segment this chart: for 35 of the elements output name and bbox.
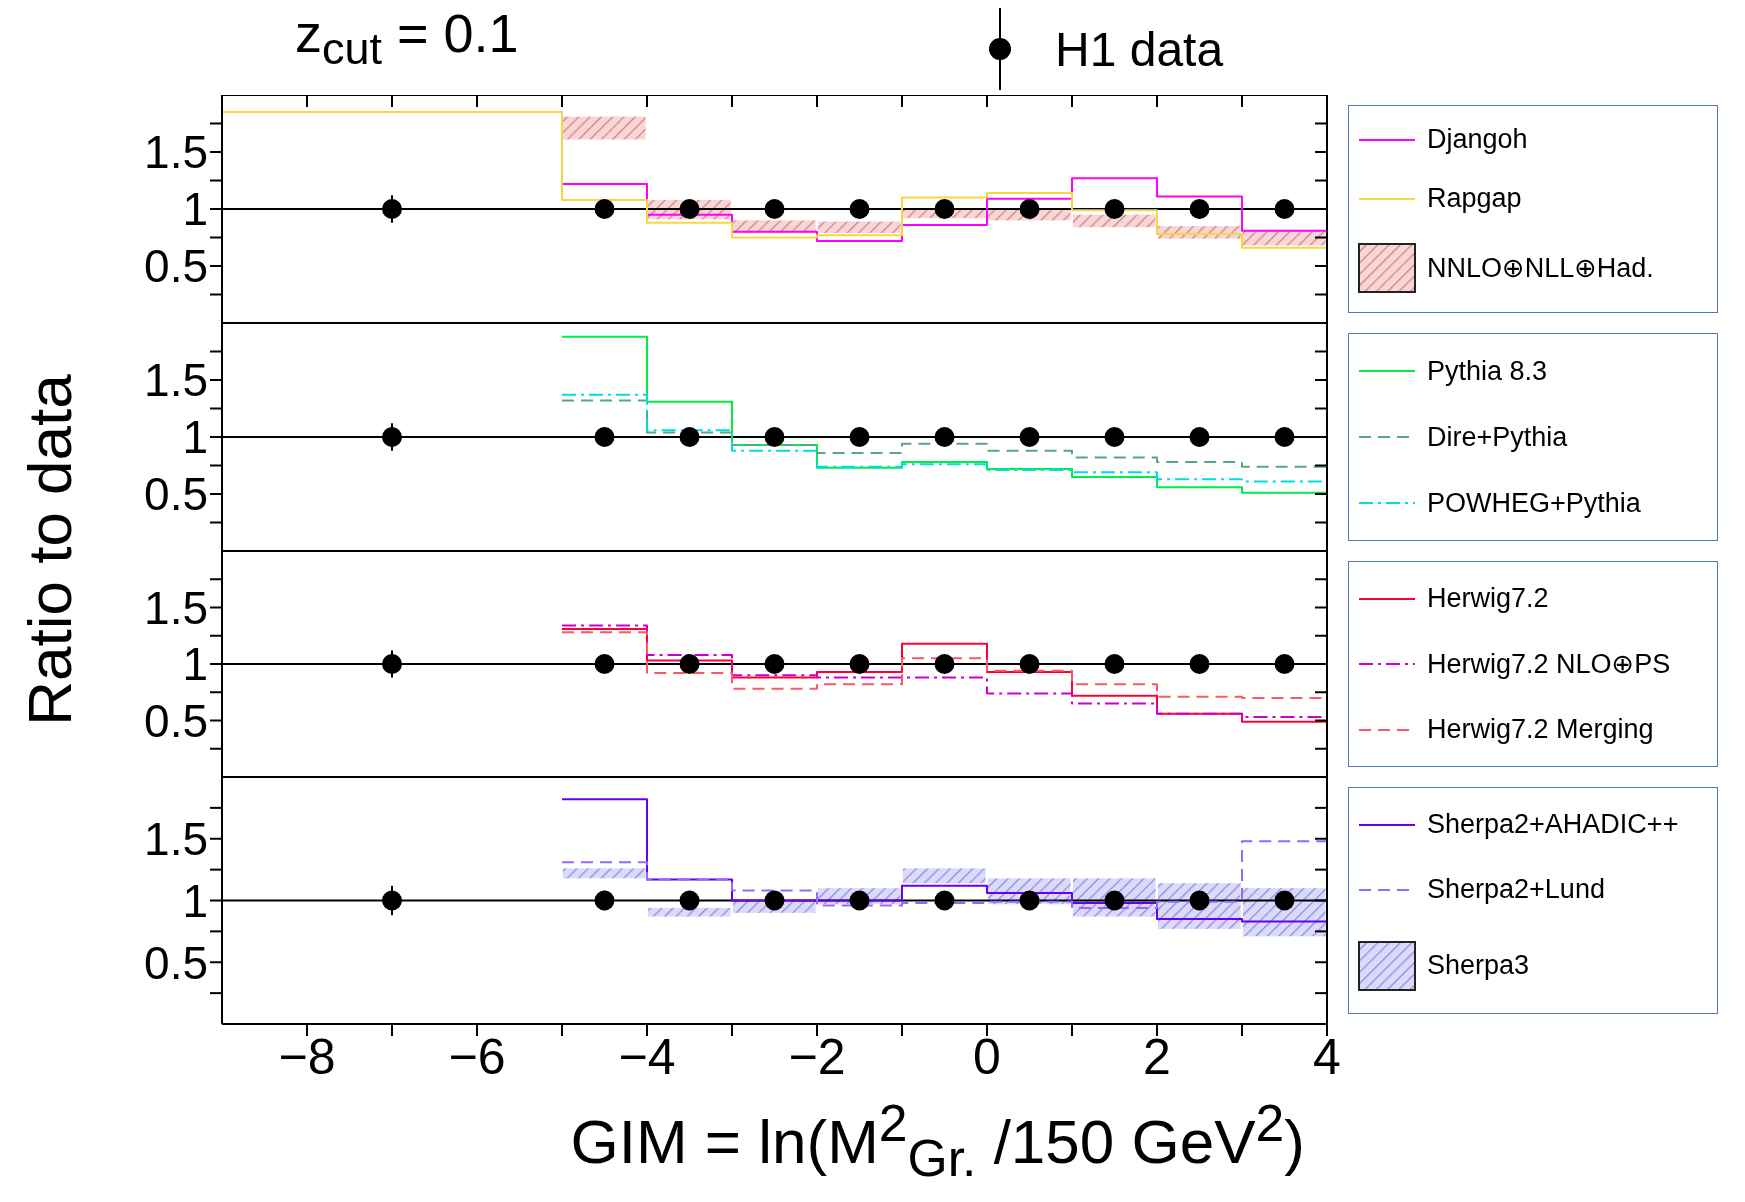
y-tick-label: 0.5 [144, 694, 208, 747]
legend-label: Dire+Pythia [1427, 421, 1568, 453]
y-tick-label: 0.5 [144, 240, 208, 293]
legend-label: H1 data [1055, 21, 1224, 77]
x-tick-label: 2 [1143, 1028, 1171, 1085]
x-tick-label: 4 [1313, 1028, 1341, 1085]
legend-label: Sherpa3 [1427, 950, 1530, 982]
y-tick-label: 1 [182, 411, 208, 464]
y-tick-label: 1.5 [144, 354, 208, 407]
legend-label: Pythia 8.3 [1427, 355, 1548, 387]
y-tick-label: 0.5 [144, 468, 208, 521]
y-tick-label: 1.5 [144, 126, 208, 179]
chart-title: z$_{cut}$ = 0.1 [295, 3, 519, 74]
y-tick-label: 1 [182, 874, 208, 927]
legend-label: Sherpa2+Lund [1427, 874, 1605, 906]
x-tick-label: −6 [448, 1028, 506, 1085]
y-tick-label: 1.5 [144, 813, 208, 866]
y-tick-label: 0.5 [144, 936, 208, 989]
legend-label: Djangoh [1427, 124, 1528, 155]
legend-label: Herwig7.2 NLO⊕PS [1427, 648, 1671, 680]
legend-label: Herwig7.2 [1427, 583, 1549, 614]
x-tick-label: −2 [788, 1028, 846, 1085]
x-tick-label: 0 [973, 1028, 1001, 1085]
x-tick-label: −4 [618, 1028, 676, 1085]
legend-label: POWHEG+Pythia [1427, 487, 1641, 519]
legend-label: Herwig7.2 Merging [1427, 714, 1654, 745]
legend-label: Rapgap [1427, 183, 1522, 214]
y-tick-label: 1 [182, 183, 208, 236]
x-tick-label: −8 [278, 1028, 336, 1085]
legend-label: NNLO⊕NLL⊕Had. [1427, 252, 1654, 284]
legend-label: Sherpa2+AHADIC++ [1427, 809, 1679, 841]
y-tick-label: 1.5 [144, 581, 208, 634]
y-tick-label: 1 [182, 638, 208, 691]
x-axis-title: GIM = ln(M$^{2}$$_{Gr.}$ /150 GeV$^{2}$) [570, 1094, 1305, 1188]
y-axis-title: Ratio to data [14, 373, 85, 728]
